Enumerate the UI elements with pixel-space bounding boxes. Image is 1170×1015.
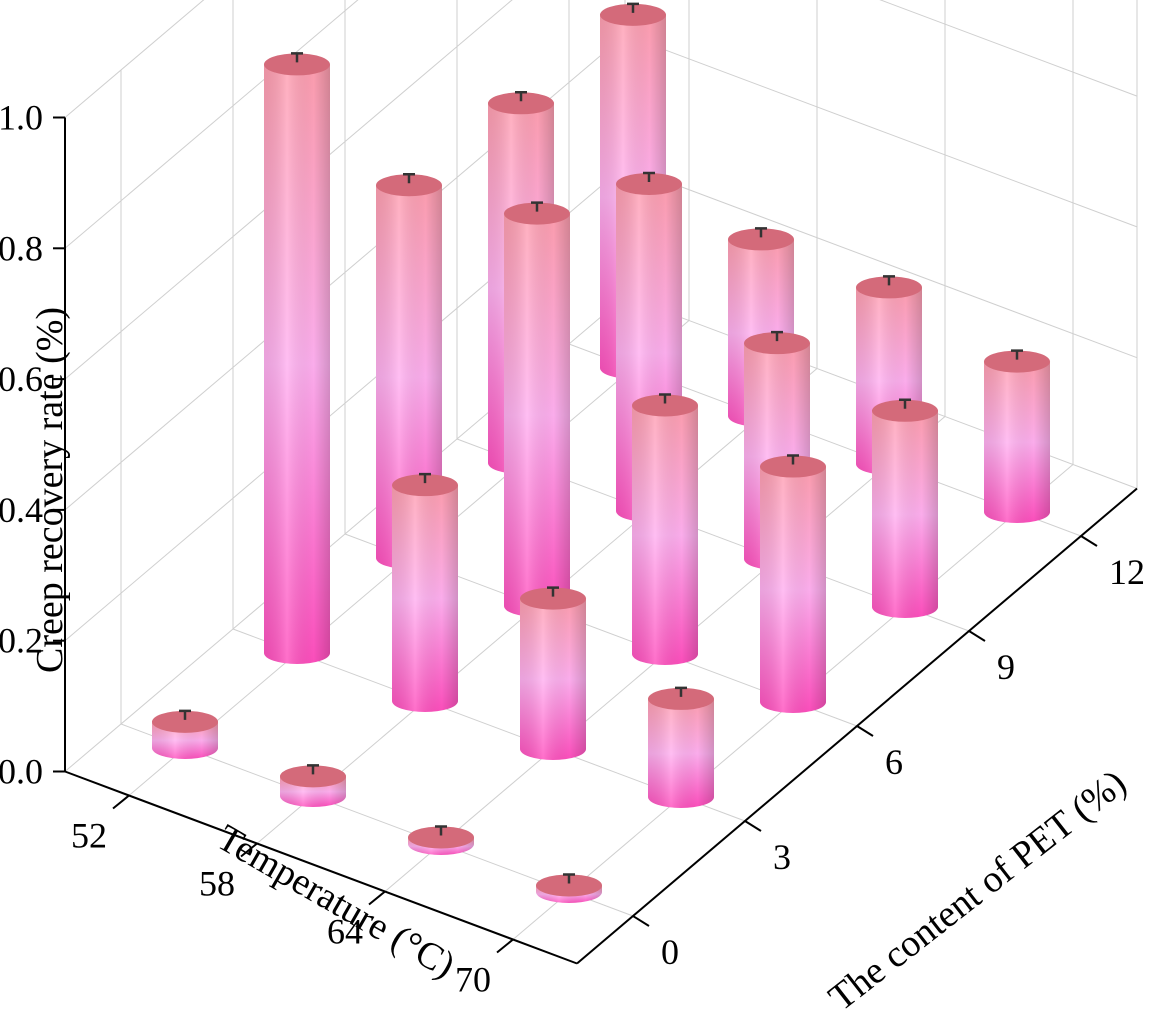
- temperature-tick-label: 70: [455, 960, 491, 1000]
- bar-cap: [648, 687, 714, 710]
- z-tick-label: 1.0: [0, 98, 43, 138]
- error-bar: [179, 709, 191, 720]
- bar-shading: [760, 466, 826, 713]
- error-bar: [1011, 349, 1023, 360]
- grid-line: [624, 165, 1138, 359]
- bar-cap: [392, 474, 458, 497]
- bar-cap: [632, 394, 698, 417]
- bar: [760, 454, 826, 713]
- axes: [53, 116, 1138, 965]
- error-bar: [419, 472, 431, 484]
- bar-cap: [504, 202, 570, 225]
- error-bar: [627, 2, 639, 13]
- bar-shading: [632, 405, 698, 665]
- bar-cap: [616, 173, 682, 195]
- pet-tick-label: 0: [661, 932, 679, 972]
- bar-shading: [520, 598, 586, 760]
- x-axis-line: [64, 770, 578, 965]
- pet-tick-label: 6: [885, 742, 903, 782]
- bar: [648, 686, 714, 808]
- bar: [632, 393, 698, 665]
- x-tick: [368, 890, 386, 906]
- bar: [504, 201, 570, 617]
- bar-shading: [648, 698, 714, 808]
- error-bar: [531, 201, 543, 212]
- temperature-tick-label: 64: [327, 912, 363, 952]
- error-bar: [515, 91, 527, 102]
- bar-cap: [744, 332, 810, 355]
- bar-cap: [280, 765, 346, 788]
- y-tick: [744, 820, 762, 832]
- z-tick-label: 0.4: [0, 490, 43, 530]
- y-tick: [1080, 535, 1098, 547]
- error-bar: [883, 275, 895, 286]
- y-tick: [632, 915, 650, 927]
- bar: [408, 825, 474, 855]
- bar: [392, 472, 458, 712]
- grid-line: [64, 0, 205, 118]
- bar-shading: [872, 410, 938, 618]
- z-tick-label: 0.2: [0, 621, 43, 661]
- bar-cap: [872, 399, 938, 422]
- bar-cap: [408, 826, 474, 849]
- z-tick-label: 0.6: [0, 359, 43, 399]
- bar-shading: [264, 64, 330, 664]
- bar-cap: [520, 587, 586, 610]
- bar-cap: [152, 710, 218, 733]
- pet-tick-label: 9: [997, 647, 1015, 687]
- z-tick-label: 0.0: [0, 752, 43, 792]
- y-axis-title: The content of PET (%): [821, 762, 1134, 1015]
- error-bar: [675, 686, 687, 697]
- bar-cap: [488, 92, 554, 115]
- x-tick: [496, 938, 514, 954]
- bar-cap: [536, 874, 602, 897]
- grid-line: [879, 0, 1138, 97]
- bar: [280, 764, 346, 807]
- y-tick: [968, 630, 986, 642]
- error-bar: [659, 393, 671, 404]
- bar-cap: [760, 455, 826, 478]
- x-tick: [112, 794, 130, 810]
- error-bar: [291, 52, 303, 63]
- z-tick-label: 0.8: [0, 228, 43, 268]
- bar-cap: [264, 53, 330, 76]
- z-axis-title: Creep recovery rate (%): [29, 307, 71, 673]
- temperature-tick-label: 58: [199, 864, 235, 904]
- bars: [152, 2, 1050, 903]
- bar-cap: [600, 3, 666, 26]
- temperature-tick-label: 52: [71, 816, 107, 856]
- pet-tick-label: 12: [1109, 552, 1145, 592]
- bar: [264, 52, 330, 664]
- error-bar: [403, 172, 415, 184]
- bar: [520, 586, 586, 760]
- bar-shading: [504, 213, 570, 617]
- bar-cap: [376, 174, 442, 197]
- x-tick: [240, 842, 258, 858]
- bar: [872, 398, 938, 618]
- bar-shading: [392, 485, 458, 712]
- pet-tick-label: 3: [773, 837, 791, 877]
- bar-cap: [856, 276, 922, 299]
- bar: [984, 349, 1050, 523]
- error-bar: [435, 825, 447, 836]
- error-bar: [307, 764, 319, 775]
- error-bar: [563, 873, 575, 884]
- grid-line: [624, 34, 1138, 228]
- bar: [152, 709, 218, 759]
- axis-labels: 0.0 0.2 0.4 0.6 0.8 1.0 52 58 64 70 0 3 6 9 12: [0, 98, 1145, 1000]
- bar-shading: [984, 361, 1050, 523]
- error-bar: [771, 330, 783, 342]
- error-bar: [899, 398, 911, 409]
- error-bar: [547, 586, 559, 597]
- bar-cap: [728, 228, 794, 251]
- error-bar: [755, 227, 767, 238]
- y-tick: [856, 725, 874, 737]
- bar: [536, 873, 602, 903]
- error-bar: [643, 171, 655, 182]
- bar-cap: [984, 350, 1050, 373]
- error-bar: [787, 454, 799, 465]
